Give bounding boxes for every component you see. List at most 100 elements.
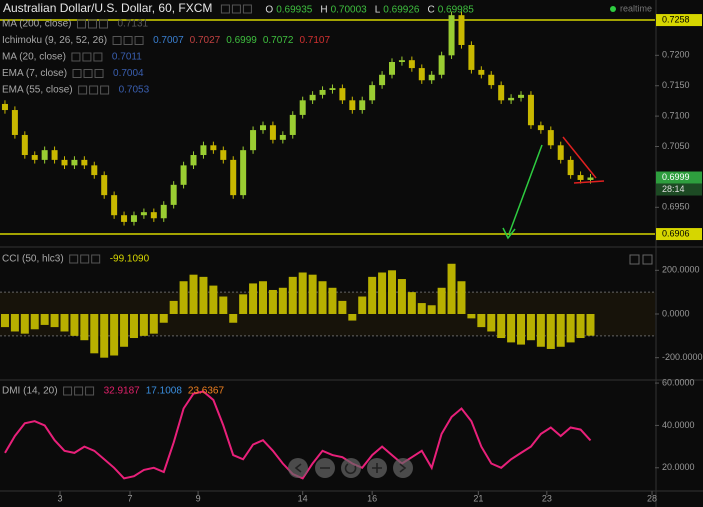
y-tick-label: 0.6950	[662, 202, 690, 212]
cci-bar	[536, 314, 545, 347]
cci-bar	[358, 296, 367, 314]
candle-body	[319, 89, 326, 95]
cci-bar	[308, 274, 317, 314]
x-tick-label: 9	[196, 493, 201, 503]
x-tick-label: 14	[298, 493, 308, 503]
indicator-button[interactable]	[123, 36, 133, 45]
cci-bar	[467, 314, 476, 319]
candle-body	[130, 215, 137, 222]
x-tick-label: 7	[127, 493, 132, 503]
candle-body	[41, 150, 48, 160]
panel-button[interactable]	[629, 254, 640, 265]
indicator-button[interactable]	[100, 85, 110, 95]
indicator-button[interactable]	[63, 386, 73, 396]
level-label: 0.7258	[662, 14, 690, 24]
indicator-button[interactable]	[85, 386, 95, 396]
cci-bar	[348, 314, 357, 321]
cci-bar	[239, 294, 248, 314]
cci-bar	[328, 287, 337, 314]
indicator-value: 0.7007	[153, 35, 184, 46]
cci-bar	[388, 270, 397, 314]
x-tick-label: 23	[542, 493, 552, 503]
indicator-button[interactable]	[91, 254, 101, 264]
cci-bar	[417, 303, 426, 314]
indicator-button[interactable]	[93, 52, 103, 62]
indicator-name: EMA (55, close)	[2, 85, 73, 96]
quote-label: O	[265, 5, 273, 16]
candle-body	[230, 159, 237, 196]
scroll-right-button[interactable]	[393, 458, 413, 478]
indicator-button[interactable]	[94, 69, 104, 78]
candle-body	[279, 134, 286, 140]
trend-line	[573, 180, 605, 184]
candle-body	[438, 55, 445, 75]
candle-body	[518, 94, 525, 98]
panel-value: 23.6367	[188, 386, 225, 397]
navigation	[288, 458, 413, 478]
cci-bar	[497, 314, 506, 339]
cci-bar	[209, 285, 218, 314]
candle-body	[150, 212, 157, 219]
quote-label: C	[427, 5, 434, 16]
candle-body	[140, 212, 147, 216]
band-fill	[0, 292, 655, 336]
cci-bar	[110, 314, 119, 356]
indicator-button[interactable]	[242, 4, 252, 14]
candle-body	[61, 159, 68, 166]
indicator-button[interactable]	[72, 69, 82, 78]
indicator-button[interactable]	[89, 85, 99, 95]
reset-button[interactable]	[341, 458, 361, 478]
indicator-button[interactable]	[71, 52, 81, 62]
cci-bar	[199, 276, 208, 314]
candle-body	[567, 159, 574, 176]
candle-body	[250, 130, 257, 151]
indicator-button[interactable]	[98, 19, 108, 29]
indicator-button[interactable]	[134, 36, 144, 45]
x-tick-label: 21	[473, 493, 483, 503]
indicator-button[interactable]	[231, 4, 241, 14]
chart-title: Australian Dollar/U.S. Dollar, 60, FXCM	[3, 1, 212, 15]
indicator-button[interactable]	[87, 19, 97, 29]
cci-bar	[189, 274, 198, 314]
scroll-left-button[interactable]	[288, 458, 308, 478]
indicator-button[interactable]	[220, 4, 230, 14]
y-tick-label: 0.7100	[662, 110, 690, 120]
y-tick-label: 20.0000	[662, 462, 695, 472]
candle-body	[289, 114, 296, 135]
indicator-button[interactable]	[112, 36, 122, 45]
quote-label: L	[375, 5, 381, 16]
indicator-button[interactable]	[76, 19, 86, 29]
indicator-button[interactable]	[80, 254, 90, 264]
candle-body	[478, 69, 485, 75]
indicator-button[interactable]	[74, 386, 84, 396]
candle-body	[379, 74, 386, 86]
indicator-value: 0.6999	[226, 35, 257, 46]
cci-bar	[139, 314, 148, 336]
candle-body	[359, 100, 366, 111]
cci-bar	[318, 281, 327, 314]
candle-body	[349, 100, 356, 111]
cci-bar	[378, 272, 387, 314]
candle-body	[408, 60, 415, 69]
panel-value: -99.1090	[110, 254, 150, 265]
candle-body	[200, 145, 207, 156]
candle-body	[240, 150, 247, 196]
candle-body	[51, 150, 58, 160]
panel-button[interactable]	[642, 254, 653, 265]
candle-body	[71, 159, 78, 166]
candle-body	[587, 177, 594, 180]
indicator-value: 0.7004	[113, 68, 144, 79]
indicator-button[interactable]	[78, 85, 88, 95]
candle-body	[101, 175, 108, 196]
candle-body	[309, 94, 316, 101]
cci-bar	[546, 314, 555, 349]
y-tick-label: 0.0000	[662, 308, 690, 318]
indicator-button[interactable]	[69, 254, 79, 264]
indicator-name: MA (200, close)	[2, 19, 71, 30]
indicator-button[interactable]	[82, 52, 92, 62]
candle-body	[527, 94, 534, 126]
x-tick-label: 28	[647, 493, 657, 503]
cci-bar	[100, 314, 109, 358]
indicator-button[interactable]	[83, 69, 93, 78]
indicator-value: 0.7011	[112, 52, 142, 63]
